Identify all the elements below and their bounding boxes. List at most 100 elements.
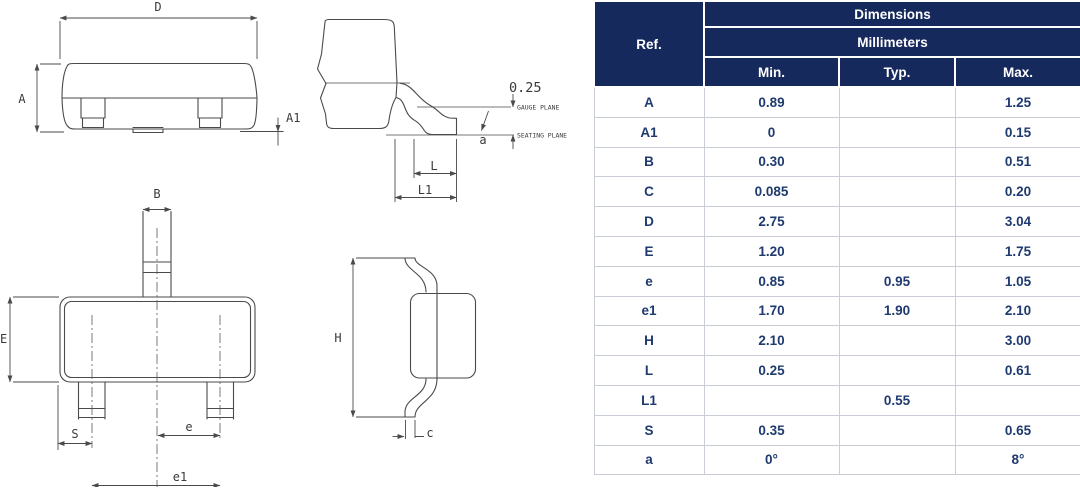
side-body — [409, 292, 477, 379]
package-drawing-svg: D A A1 — [0, 0, 567, 488]
side-lead-top-left-edge — [404, 257, 427, 293]
typ-cell — [838, 444, 956, 476]
table-row: A1 0 0.15 — [593, 116, 1080, 148]
bottom-lead-left — [77, 381, 106, 420]
min-cell: 0° — [703, 444, 840, 476]
min-cell: 0.85 — [703, 265, 840, 297]
table-row: L1 0.55 — [593, 384, 1080, 416]
front-lead-left — [80, 97, 106, 129]
body-lower — [61, 97, 258, 130]
min-cell: 2.75 — [703, 206, 840, 237]
side-view-drawing: H c — [334, 257, 477, 440]
dim-ext-A — [40, 63, 64, 133]
ref-cell: L — [593, 355, 705, 386]
table-header: Ref. Dimensions Millimeters Min. Typ. Ma… — [593, 0, 1080, 88]
min-cell: 0.085 — [703, 176, 840, 208]
ref-cell: e1 — [593, 295, 705, 327]
dim-label-L1: L1 — [418, 183, 432, 197]
ref-cell: C — [593, 176, 705, 208]
dim-ext-H — [356, 257, 415, 418]
table-row: E 1.20 1.75 — [593, 235, 1080, 267]
dim-label-E: E — [0, 332, 7, 346]
dim-ext-E — [13, 296, 59, 383]
detail-body-right — [324, 18, 398, 99]
min-cell: 1.70 — [703, 295, 840, 327]
dim-label-offset: 0.25 — [509, 80, 542, 96]
min-cell: 0.25 — [703, 355, 840, 386]
max-cell: 1.25 — [954, 86, 1080, 118]
table-row: e1 1.70 1.90 2.10 — [593, 295, 1080, 327]
dimension-rows: A 0.89 1.25 A1 0 0.15 B 0.30 0.51 C 0.085 0.20 D 2.75… — [593, 86, 1080, 476]
table-row: B 0.30 0.51 — [593, 146, 1080, 178]
gauge-plane-label: GAUGE PLANE — [517, 104, 559, 112]
table-row: D 2.75 3.04 — [593, 206, 1080, 237]
ref-cell: H — [593, 325, 705, 357]
dim-label-H: H — [334, 331, 341, 345]
millimeters-unit-header: Millimeters — [702, 26, 1080, 58]
lead-detail-drawing: 0.25 GAUGE PLANE SEATING PLANE a L L1 — [316, 18, 567, 202]
table-row: H 2.10 3.00 — [593, 325, 1080, 357]
dim-label-angle: a — [479, 133, 486, 147]
typ-cell — [838, 325, 956, 357]
typ-cell — [838, 355, 956, 386]
ref-cell: e — [593, 265, 705, 297]
detail-body-left — [316, 21, 397, 130]
side-lead-right-edge — [414, 257, 438, 418]
typ-cell — [838, 235, 956, 267]
body-top-cap — [61, 62, 258, 99]
ref-cell: D — [593, 206, 705, 237]
max-cell — [954, 384, 1080, 416]
front-lead-right — [197, 97, 223, 129]
min-column-header: Min. — [703, 56, 840, 88]
centerlines — [91, 228, 221, 487]
min-cell: 0.89 — [703, 86, 840, 118]
max-cell: 8° — [954, 444, 1080, 476]
ref-cell: B — [593, 146, 705, 178]
top-body-outer — [59, 296, 256, 383]
dim-label-c: c — [426, 426, 433, 440]
ref-cell: a — [593, 444, 705, 476]
min-cell: 1.20 — [703, 235, 840, 267]
table-row: S 0.35 0.65 — [593, 414, 1080, 446]
max-cell: 0.15 — [954, 116, 1080, 148]
top-pin — [142, 210, 172, 298]
ref-cell: A — [593, 86, 705, 118]
table-row: A 0.89 1.25 — [593, 86, 1080, 118]
typ-cell: 0.55 — [838, 384, 956, 416]
typ-cell: 1.90 — [838, 295, 956, 327]
dimensions-table-pane: Ref. Dimensions Millimeters Min. Typ. Ma… — [593, 0, 1080, 487]
typ-cell — [838, 116, 956, 148]
typ-column-header: Typ. — [838, 56, 956, 88]
bottom-lead-right — [206, 381, 235, 420]
top-view-drawing: B E S e e1 — [0, 187, 256, 488]
dim-label-e: e — [185, 420, 192, 434]
max-cell: 1.05 — [954, 265, 1080, 297]
dimensions-table: Ref. Dimensions Millimeters Min. Typ. Ma… — [593, 0, 1080, 476]
table-row: C 0.085 0.20 — [593, 176, 1080, 208]
max-cell: 2.10 — [954, 295, 1080, 327]
max-cell: 0.51 — [954, 146, 1080, 178]
max-column-header: Max. — [953, 56, 1080, 88]
typ-cell — [838, 86, 956, 118]
typ-cell: 0.95 — [838, 265, 956, 297]
dim-label-L: L — [430, 159, 437, 173]
package-outline-drawings: D A A1 — [0, 0, 567, 488]
top-body-inner — [63, 300, 252, 379]
ref-cell: A1 — [593, 116, 705, 148]
table-row: L 0.25 0.61 — [593, 355, 1080, 386]
dim-label-A1: A1 — [286, 111, 300, 125]
dim-ext-D — [59, 21, 258, 59]
side-lead-bottom-left-edge — [404, 378, 427, 418]
dim-ext-c — [405, 420, 424, 439]
ref-column-header: Ref. — [593, 0, 705, 88]
typ-cell — [838, 206, 956, 237]
dim-label-B: B — [153, 187, 160, 201]
max-cell: 3.00 — [954, 325, 1080, 357]
min-cell — [703, 384, 840, 416]
dim-angle-leader — [481, 110, 489, 131]
detail-lead-outline — [395, 82, 458, 136]
dimensions-group-header: Dimensions — [702, 0, 1080, 28]
min-cell: 0 — [703, 116, 840, 148]
max-cell: 1.75 — [954, 235, 1080, 267]
